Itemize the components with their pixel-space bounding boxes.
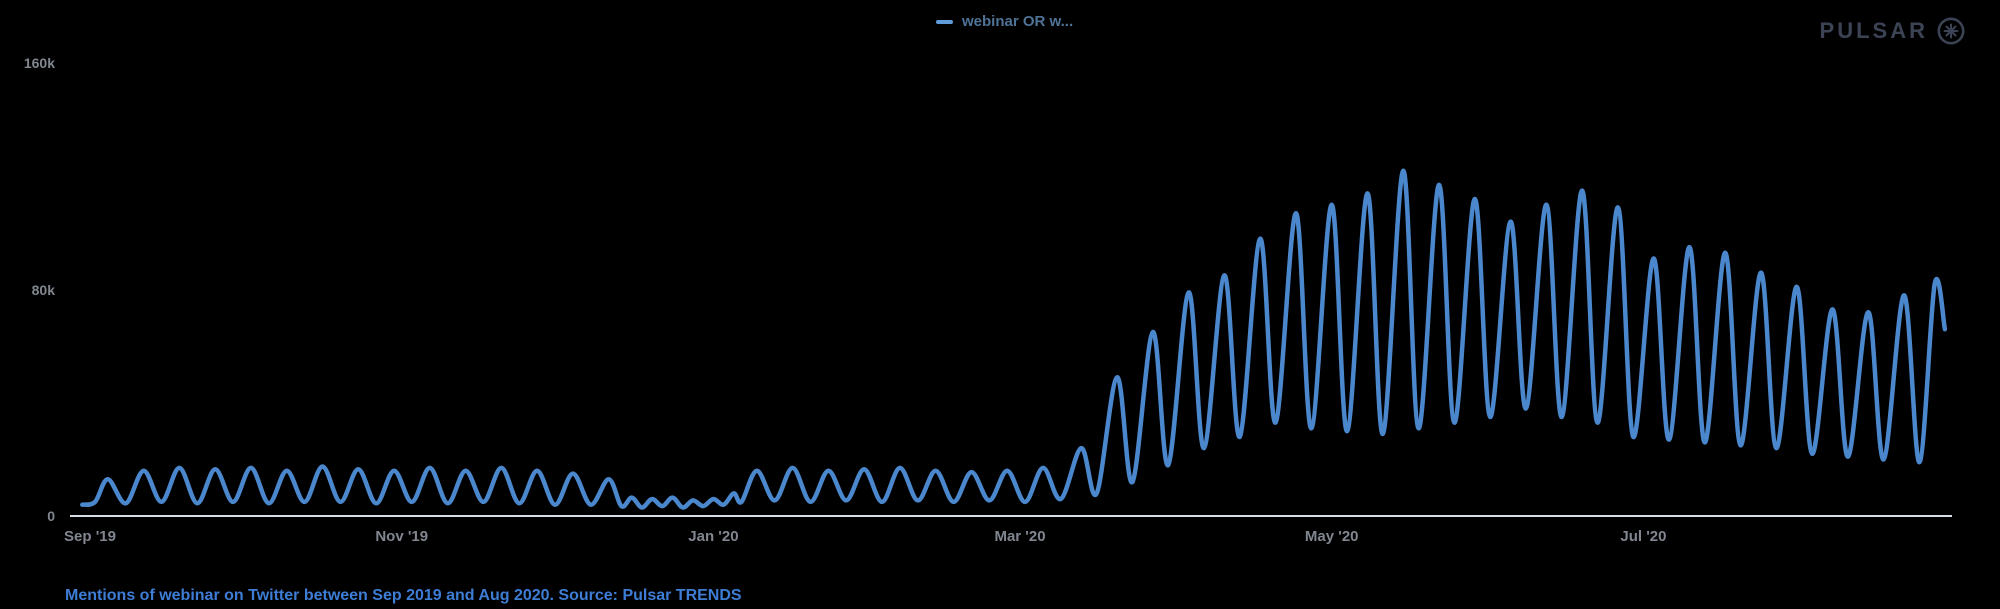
legend-line-marker bbox=[936, 19, 953, 24]
mentions-trend-line bbox=[80, 168, 1948, 510]
x-tick-label: Mar '20 bbox=[994, 528, 1046, 545]
y-tick-label: 0 bbox=[47, 508, 55, 524]
x-tick-label: Sep '19 bbox=[64, 528, 116, 545]
x-tick-label: Jan '20 bbox=[688, 528, 739, 545]
pulsar-wordmark: PULSAR bbox=[1819, 18, 1928, 43]
y-tick-label: 160k bbox=[23, 55, 55, 72]
x-tick-label: Nov '19 bbox=[375, 528, 429, 545]
y-tick-label: 80k bbox=[31, 281, 55, 298]
chart-caption: Mentions of webinar on Twitter between S… bbox=[65, 587, 742, 604]
legend-label: webinar OR w... bbox=[962, 13, 1074, 30]
pulsar-lion-circle-icon bbox=[1937, 17, 1965, 45]
legend-item-webinar[interactable]: webinar OR w... bbox=[936, 13, 1073, 30]
x-tick-label: May '20 bbox=[1304, 528, 1359, 545]
pulsar-logo: PULSAR bbox=[1820, 16, 1966, 46]
x-tick-label: Jul '20 bbox=[1620, 528, 1667, 545]
